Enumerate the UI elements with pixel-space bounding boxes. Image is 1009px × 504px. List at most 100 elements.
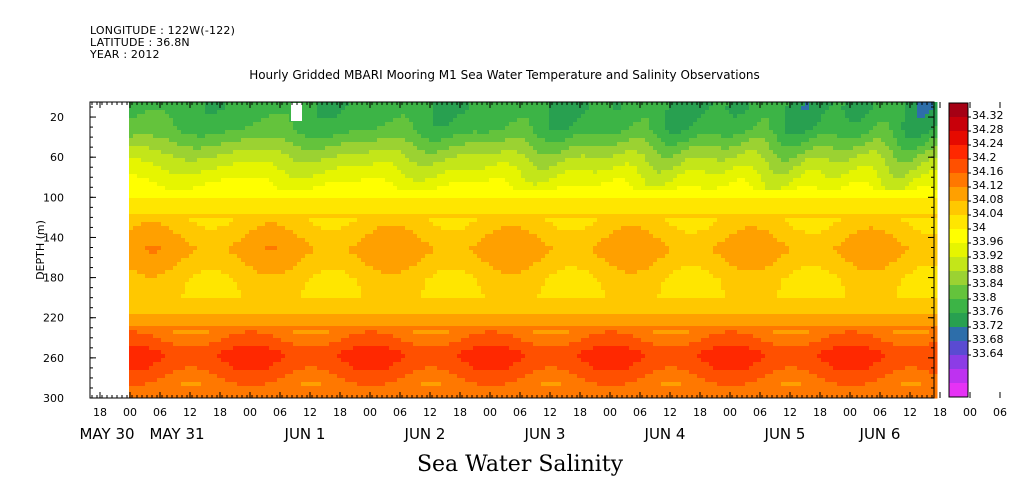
- heatmap-cell: [285, 294, 290, 299]
- heatmap-cell: [389, 358, 394, 363]
- heatmap-cell: [353, 206, 358, 211]
- heatmap-cell: [313, 338, 318, 343]
- heatmap-cell: [153, 382, 158, 387]
- heatmap-cell: [217, 342, 222, 347]
- heatmap-cell: [205, 374, 210, 379]
- heatmap-cell: [145, 158, 150, 163]
- heatmap-cell: [365, 190, 370, 195]
- heatmap-cell: [305, 230, 310, 235]
- heatmap-cell: [165, 270, 170, 275]
- heatmap-cell: [365, 346, 370, 351]
- heatmap-cell: [193, 138, 198, 143]
- heatmap-cell: [301, 102, 306, 107]
- heatmap-cell: [377, 134, 382, 139]
- heatmap-cell: [185, 378, 190, 383]
- heatmap-cell: [329, 166, 334, 171]
- heatmap-cell: [197, 194, 202, 199]
- heatmap-cell: [313, 334, 318, 339]
- heatmap-cell: [173, 134, 178, 139]
- heatmap-cell: [229, 194, 234, 199]
- heatmap-cell: [365, 254, 370, 259]
- heatmap-cell: [209, 254, 214, 259]
- heatmap-cell: [205, 350, 210, 355]
- heatmap-cell: [249, 338, 254, 343]
- heatmap-cell: [361, 282, 366, 287]
- heatmap-cell: [393, 394, 398, 399]
- heatmap-cell: [309, 110, 314, 115]
- heatmap-cell: [373, 158, 378, 163]
- heatmap-cell: [341, 150, 346, 155]
- heatmap-cell: [269, 354, 274, 359]
- heatmap-cell: [181, 262, 186, 267]
- heatmap-cell: [341, 242, 346, 247]
- heatmap-cell: [265, 186, 270, 191]
- heatmap-cell: [145, 142, 150, 147]
- heatmap-cell: [153, 114, 158, 119]
- heatmap-cell: [277, 210, 282, 215]
- heatmap-cell: [241, 106, 246, 111]
- heatmap-cell: [141, 234, 146, 239]
- heatmap-cell: [285, 162, 290, 167]
- heatmap-cell: [177, 218, 182, 223]
- heatmap-cell: [393, 102, 398, 107]
- heatmap-cell: [161, 230, 166, 235]
- heatmap-cell: [181, 246, 186, 251]
- heatmap-cell: [309, 250, 314, 255]
- heatmap-cell: [281, 146, 286, 151]
- heatmap-cell: [313, 350, 318, 355]
- heatmap-cell: [341, 298, 346, 303]
- heatmap-cell: [157, 154, 162, 159]
- heatmap-cell: [245, 178, 250, 183]
- heatmap-cell: [325, 170, 330, 175]
- heatmap-cell: [165, 310, 170, 315]
- heatmap-cell: [157, 166, 162, 171]
- heatmap-cell: [165, 190, 170, 195]
- heatmap-cell: [201, 298, 206, 303]
- heatmap-cell: [393, 186, 398, 191]
- heatmap-cell: [297, 178, 302, 183]
- heatmap-cell: [389, 154, 394, 159]
- heatmap-cell: [193, 354, 198, 359]
- heatmap-cell: [333, 306, 338, 311]
- heatmap-cell: [345, 282, 350, 287]
- heatmap-cell: [341, 386, 346, 391]
- heatmap-cell: [289, 250, 294, 255]
- heatmap-cell: [141, 286, 146, 291]
- heatmap-cell: [145, 146, 150, 151]
- heatmap-cell: [137, 306, 142, 311]
- heatmap-cell: [349, 298, 354, 303]
- heatmap-cell: [273, 298, 278, 303]
- heatmap-cell: [301, 154, 306, 159]
- heatmap-cell: [337, 354, 342, 359]
- heatmap-cell: [385, 138, 390, 143]
- heatmap-cell: [189, 226, 194, 231]
- heatmap-cell: [241, 118, 246, 123]
- heatmap-cell: [253, 190, 258, 195]
- heatmap-cell: [133, 390, 138, 395]
- heatmap-cell: [213, 294, 218, 299]
- heatmap-cell: [341, 238, 346, 243]
- heatmap-cell: [289, 314, 294, 319]
- heatmap-cell: [225, 146, 230, 151]
- heatmap-cell: [157, 386, 162, 391]
- heatmap-cell: [197, 338, 202, 343]
- heatmap-cell: [161, 210, 166, 215]
- heatmap-cell: [269, 330, 274, 335]
- heatmap-cell: [141, 154, 146, 159]
- heatmap-cell: [161, 250, 166, 255]
- heatmap-cell: [221, 302, 226, 307]
- heatmap-cell: [189, 154, 194, 159]
- heatmap-cell: [365, 294, 370, 299]
- heatmap-cell: [185, 270, 190, 275]
- heatmap-cell: [181, 390, 186, 395]
- heatmap-cell: [293, 390, 298, 395]
- heatmap-cell: [301, 302, 306, 307]
- heatmap-cell: [333, 390, 338, 395]
- heatmap-cell: [393, 374, 398, 379]
- heatmap-cell: [377, 322, 382, 327]
- heatmap-cell: [261, 366, 266, 371]
- heatmap-cell: [273, 186, 278, 191]
- heatmap-cell: [221, 282, 226, 287]
- heatmap-cell: [285, 346, 290, 351]
- heatmap-cell: [377, 142, 382, 147]
